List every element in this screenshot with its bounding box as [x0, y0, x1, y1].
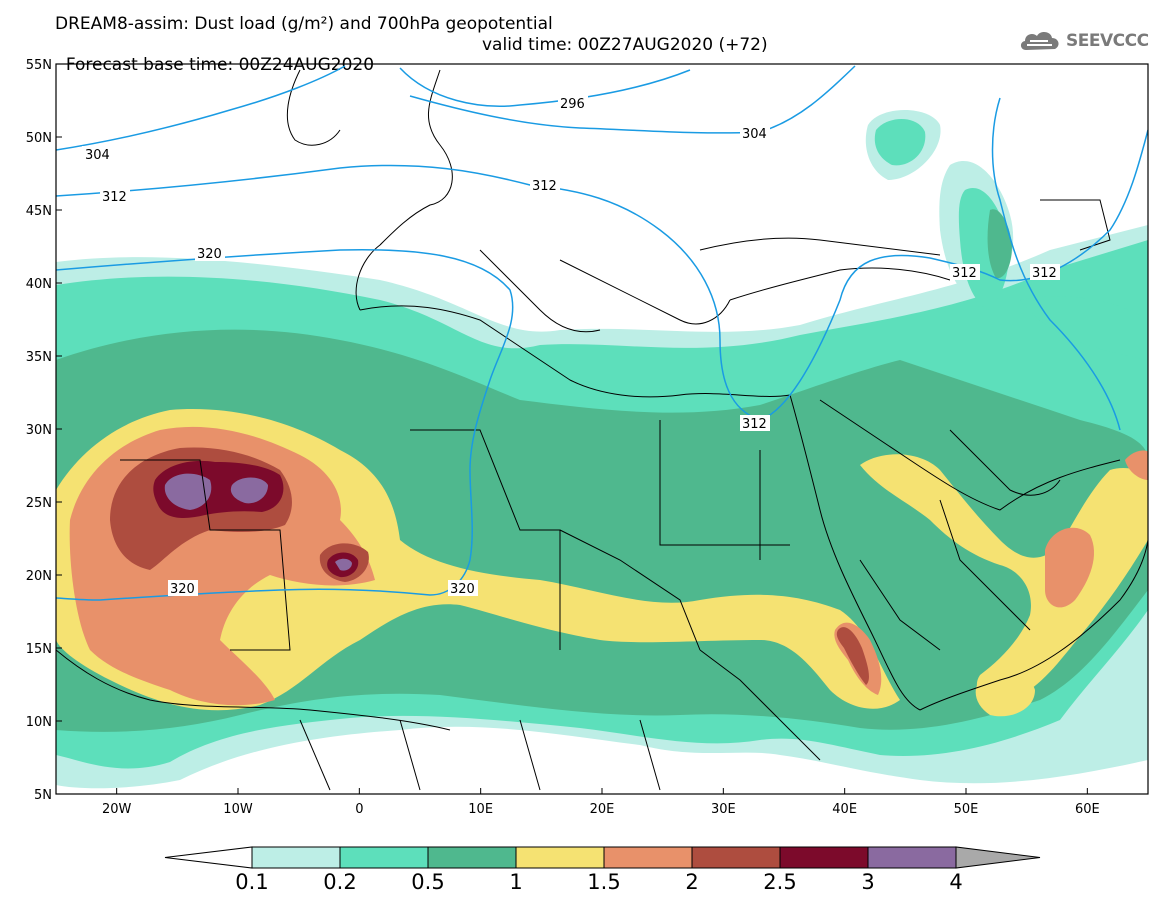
longitude-axis: 20W 10W 0 10E 20E 30E 40E 50E 60E [102, 788, 1100, 817]
lat-tick-label: 20N [26, 569, 52, 584]
dust-band-0.5 [987, 209, 1012, 279]
dust-band-1 [975, 674, 1035, 717]
contour-label: 312 [742, 417, 767, 432]
legend-under-triangle [164, 846, 253, 869]
forecast-times: Forecast base time: 00Z24AUG2020 valid t… [55, 35, 768, 95]
legend-colorbar [164, 846, 1041, 869]
legend-swatch [779, 846, 869, 869]
contour-320 [56, 248, 514, 601]
lon-tick-label: 0 [355, 802, 363, 817]
lon-tick-label: 20E [590, 802, 615, 817]
contour-312 [56, 129, 1148, 421]
dust-band-0.2 [874, 118, 926, 166]
legend-swatch [251, 846, 341, 869]
lon-tick-label: 60E [1075, 802, 1100, 817]
contour-label: 296 [560, 97, 585, 112]
legend-swatch [867, 846, 957, 869]
contour-label: 312 [1032, 266, 1057, 281]
dust-band-3 [335, 558, 352, 571]
dust-field: 296 304 304 312 312 312 312 312 320 320 … [56, 65, 1148, 791]
legend-level-label: 0.2 [323, 870, 357, 894]
legend-swatch [691, 846, 781, 869]
contour-label: 312 [532, 179, 557, 194]
dust-band-2 [836, 627, 869, 685]
lon-tick-label: 10E [468, 802, 493, 817]
legend-level-label: 0.1 [235, 870, 269, 894]
lat-tick-label: 55N [26, 58, 52, 73]
seevccc-logo: SEEVCCC [1018, 28, 1149, 54]
logo-text: SEEVCCC [1066, 31, 1149, 51]
dust-band-3 [230, 477, 268, 504]
cloud-icon [1020, 32, 1059, 50]
latitude-axis: 55N 50N 45N 40N 35N 30N 25N 20N 15N 10N 5N [26, 58, 62, 803]
lat-tick-label: 15N [26, 642, 52, 657]
contour-label: 320 [197, 247, 222, 262]
dust-band-3 [164, 473, 212, 510]
lon-tick-label: 30E [711, 802, 736, 817]
dust-band-0.2 [1020, 296, 1148, 360]
legend-swatch [427, 846, 517, 869]
contour-296 [399, 67, 691, 107]
contour-label: 312 [952, 266, 977, 281]
dust-band-1.5 [1125, 450, 1148, 480]
lon-tick-label: 40E [832, 802, 857, 817]
legend-swatch [515, 846, 605, 869]
lon-tick-label: 20W [102, 802, 132, 817]
lat-tick-label: 25N [26, 496, 52, 511]
lat-tick-label: 50N [26, 131, 52, 146]
legend-swatch [603, 846, 693, 869]
base-time: Forecast base time: 00Z24AUG2020 [65, 55, 375, 75]
geopotential-contours [56, 65, 1148, 601]
lat-tick-label: 30N [26, 423, 52, 438]
contour-304 [56, 65, 346, 151]
map-title: DREAM8-assim: Dust load (g/m²) and 700hP… [55, 14, 553, 34]
contour-label: 320 [450, 582, 475, 597]
legend-level-label: 2.5 [763, 870, 797, 894]
dust-band-1.5 [1045, 527, 1095, 608]
coastlines [56, 69, 1148, 791]
contour-label: 312 [102, 190, 127, 205]
legend-level-label: 4 [949, 870, 963, 894]
contour-label: 304 [742, 127, 767, 142]
legend-level-label: 2 [685, 870, 699, 894]
lat-tick-label: 40N [26, 277, 52, 292]
lat-tick-label: 35N [26, 350, 52, 365]
legend-over-triangle [955, 846, 1041, 869]
lon-tick-label: 50E [954, 802, 979, 817]
lat-tick-label: 5N [34, 788, 52, 803]
lat-tick-label: 45N [26, 204, 52, 219]
contour-label: 320 [170, 582, 195, 597]
contour-label: 304 [85, 148, 110, 163]
contour-304 [409, 65, 856, 134]
legend-level-label: 1 [509, 870, 523, 894]
contour-labels: 296 304 304 312 312 312 312 312 320 320 … [82, 95, 1060, 597]
legend-level-label: 0.5 [411, 870, 445, 894]
lon-tick-label: 10W [223, 802, 253, 817]
legend-level-label: 3 [861, 870, 875, 894]
lat-tick-label: 10N [26, 715, 52, 730]
legend-level-label: 1.5 [587, 870, 621, 894]
contour-312 [991, 97, 1121, 431]
legend-swatch [339, 846, 429, 869]
valid-time: valid time: 00Z27AUG2020 (+72) [482, 35, 768, 55]
